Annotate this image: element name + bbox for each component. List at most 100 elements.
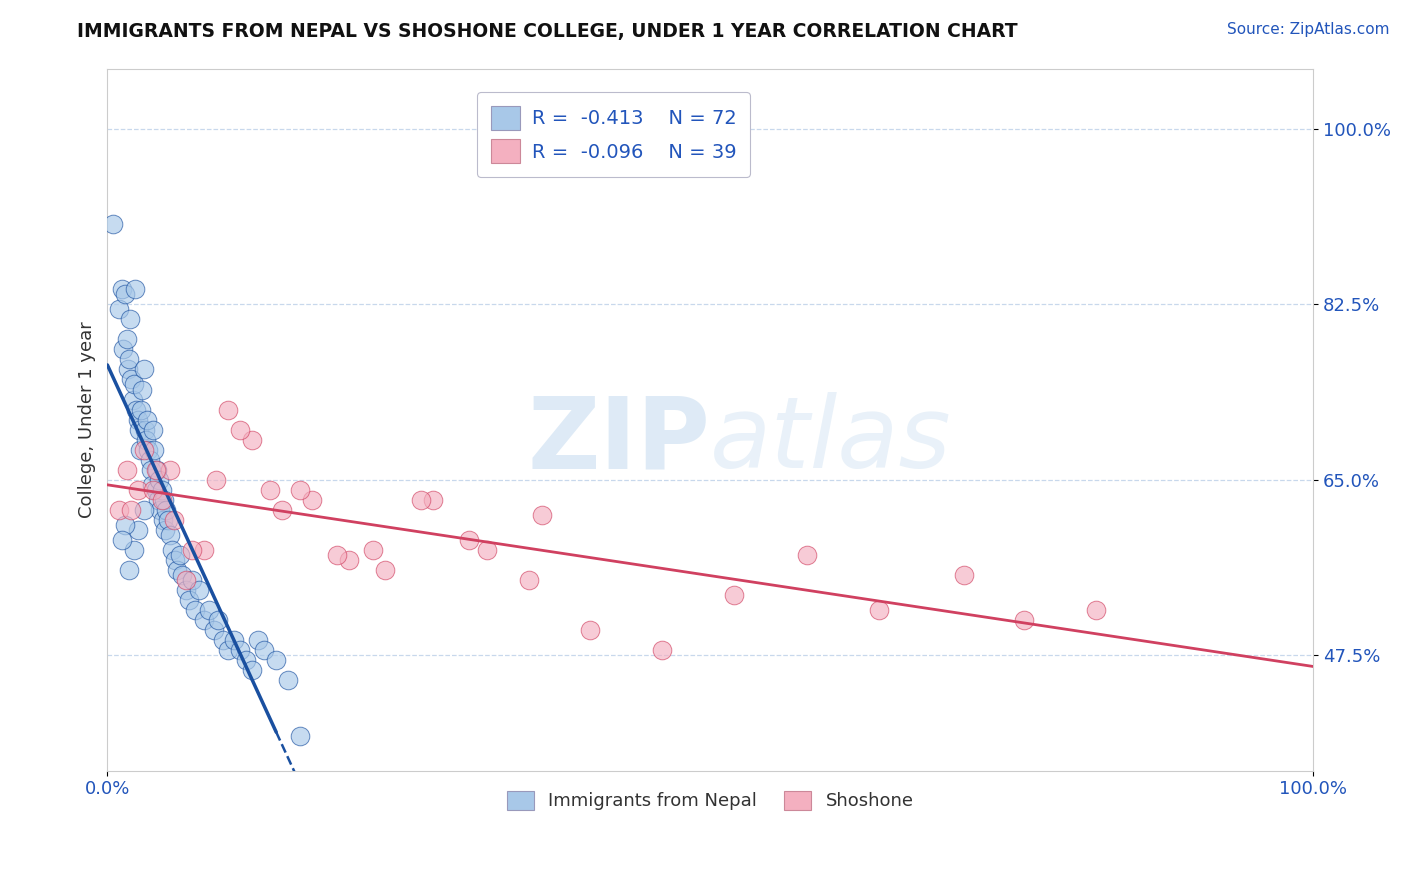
Point [124, 282, 146, 296]
Point [361, 543, 384, 558]
Point [141, 478, 163, 492]
Point [118, 563, 141, 577]
Point [796, 548, 818, 562]
Point [337, 553, 360, 567]
Point [217, 643, 239, 657]
Point [1012, 613, 1035, 627]
Point [868, 603, 890, 617]
Point [155, 503, 177, 517]
Point [264, 653, 287, 667]
Point [166, 563, 188, 577]
Point [146, 463, 169, 477]
Point [952, 568, 974, 582]
Point [162, 543, 184, 558]
Point [290, 483, 312, 497]
Point [409, 492, 432, 507]
Point [259, 483, 281, 497]
Text: atlas: atlas [710, 392, 952, 489]
Point [115, 332, 138, 346]
Point [229, 423, 252, 437]
Point [172, 568, 194, 582]
Point [1085, 603, 1108, 617]
Point [477, 543, 499, 558]
Point [131, 383, 153, 397]
Point [138, 452, 160, 467]
Point [212, 633, 235, 648]
Point [578, 624, 600, 638]
Point [114, 517, 136, 532]
Point [253, 643, 276, 657]
Point [205, 473, 228, 487]
Point [112, 343, 135, 357]
Point [184, 603, 207, 617]
Text: Source: ZipAtlas.com: Source: ZipAtlas.com [1226, 22, 1389, 37]
Point [117, 362, 139, 376]
Point [121, 503, 143, 517]
Point [108, 302, 131, 317]
Point [132, 362, 155, 376]
Point [193, 543, 215, 558]
Point [174, 583, 197, 598]
Point [121, 372, 143, 386]
Point [153, 492, 176, 507]
Point [197, 603, 219, 617]
Point [179, 593, 201, 607]
Point [188, 583, 211, 598]
Point [174, 573, 197, 587]
Point [301, 492, 323, 507]
Point [139, 463, 162, 477]
Point [374, 563, 396, 577]
Point [271, 503, 294, 517]
Point [129, 442, 152, 457]
Point [723, 588, 745, 602]
Point [159, 463, 181, 477]
Point [155, 523, 177, 537]
Point [114, 287, 136, 301]
Point [132, 503, 155, 517]
Point [127, 412, 149, 426]
Point [108, 503, 131, 517]
Point [122, 543, 145, 558]
Point [148, 473, 170, 487]
Point [222, 633, 245, 648]
Point [145, 463, 167, 477]
Point [235, 653, 257, 667]
Point [142, 423, 165, 437]
Point [180, 573, 202, 587]
Point [156, 513, 179, 527]
Point [152, 513, 174, 527]
Point [290, 729, 312, 743]
Point [145, 483, 167, 497]
Point [134, 423, 156, 437]
Point [163, 553, 186, 567]
Point [193, 613, 215, 627]
Point [458, 533, 481, 547]
Point [135, 433, 157, 447]
Point [651, 643, 673, 657]
Text: IMMIGRANTS FROM NEPAL VS SHOSHONE COLLEGE, UNDER 1 YEAR CORRELATION CHART: IMMIGRANTS FROM NEPAL VS SHOSHONE COLLEG… [77, 22, 1018, 41]
Point [530, 508, 553, 522]
Point [132, 442, 155, 457]
Point [118, 352, 141, 367]
Point [163, 513, 186, 527]
Point [111, 533, 134, 547]
Point [127, 483, 149, 497]
Point [121, 392, 143, 407]
Point [180, 543, 202, 558]
Point [142, 483, 165, 497]
Point [129, 402, 152, 417]
Point [207, 613, 229, 627]
Point [240, 433, 263, 447]
Point [122, 377, 145, 392]
Point [159, 528, 181, 542]
Point [149, 503, 172, 517]
Point [120, 312, 142, 326]
Point [143, 442, 166, 457]
Point [202, 624, 225, 638]
Point [240, 664, 263, 678]
Point [136, 412, 159, 426]
Point [325, 548, 347, 562]
Point [277, 673, 299, 688]
Legend: Immigrants from Nepal, Shoshone: Immigrants from Nepal, Shoshone [492, 777, 928, 825]
Point [169, 548, 191, 562]
